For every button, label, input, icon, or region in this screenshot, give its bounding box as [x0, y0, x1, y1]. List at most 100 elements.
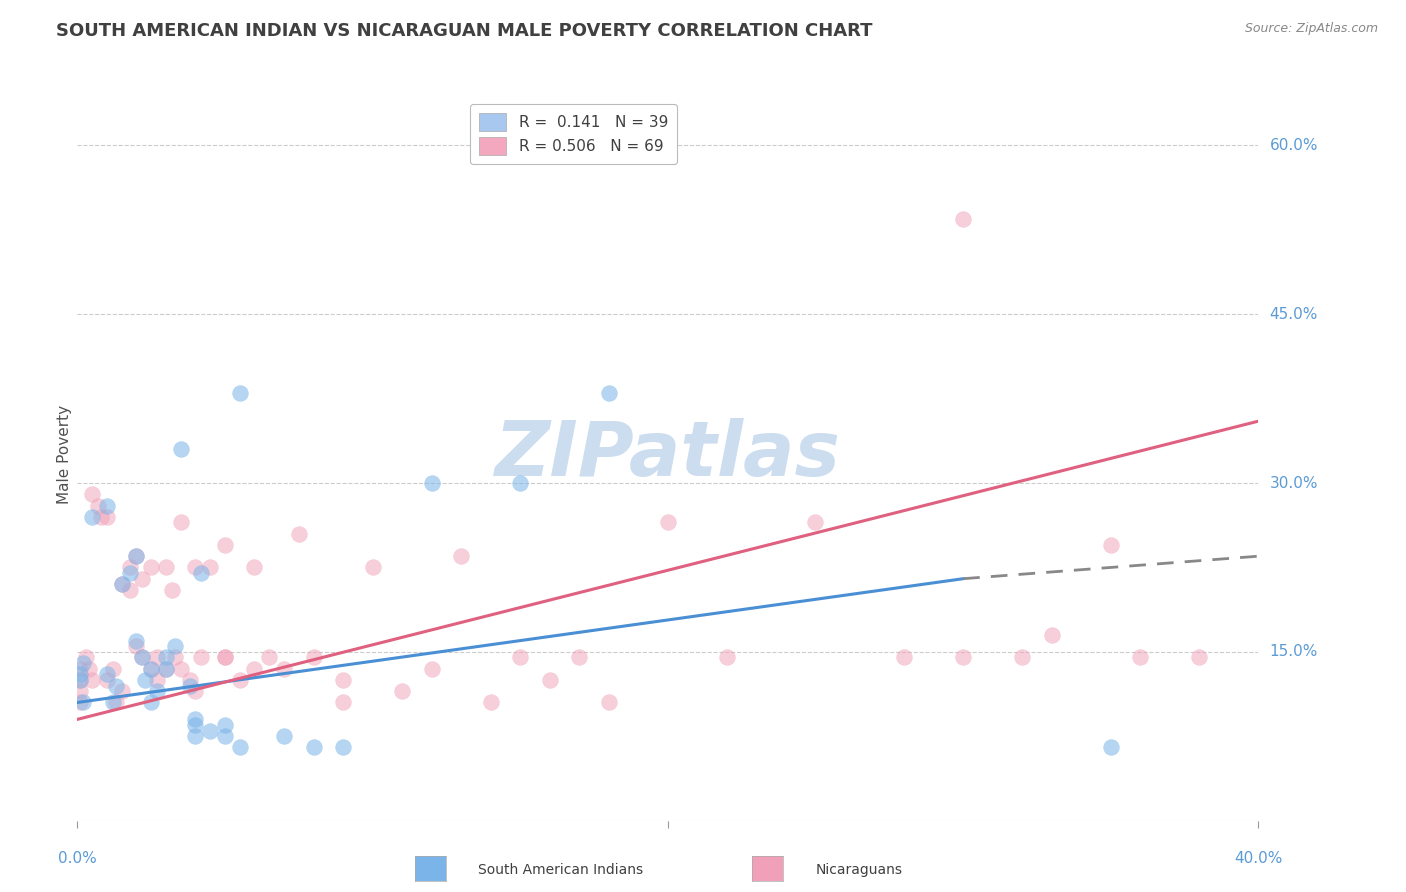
Point	[69, 696, 91, 710]
Point	[131, 572, 153, 586]
Point	[69, 673, 91, 687]
Point	[273, 729, 295, 743]
Point	[214, 650, 236, 665]
Point	[75, 650, 97, 665]
Point	[184, 712, 207, 726]
Text: 60.0%: 60.0%	[1270, 138, 1317, 153]
Point	[69, 673, 91, 687]
Point	[120, 582, 142, 597]
Point	[155, 662, 177, 676]
Point	[1099, 740, 1122, 755]
Point	[141, 662, 163, 676]
Point	[134, 673, 156, 687]
Point	[131, 650, 153, 665]
Point	[184, 729, 207, 743]
Point	[657, 516, 679, 530]
Point	[228, 386, 252, 401]
Point	[190, 650, 212, 665]
Point	[1040, 628, 1063, 642]
Text: Nicaraguans: Nicaraguans	[815, 863, 903, 877]
Point	[160, 582, 183, 597]
Point	[170, 662, 193, 676]
Point	[87, 499, 110, 513]
Point	[141, 662, 163, 676]
Point	[82, 509, 104, 524]
Point	[82, 673, 104, 687]
Text: 0.0%: 0.0%	[58, 851, 97, 866]
Point	[259, 650, 281, 665]
Point	[69, 684, 91, 698]
Point	[163, 650, 186, 665]
Point	[952, 211, 974, 226]
Point	[273, 662, 295, 676]
Point	[420, 662, 443, 676]
Point	[184, 684, 207, 698]
Point	[200, 560, 222, 574]
Point	[568, 650, 591, 665]
Point	[111, 577, 132, 591]
Point	[243, 560, 266, 574]
Point	[200, 723, 222, 738]
Point	[288, 526, 311, 541]
Point	[104, 696, 127, 710]
Point	[69, 667, 91, 681]
Text: South American Indians: South American Indians	[478, 863, 643, 877]
Point	[96, 509, 118, 524]
Point	[179, 679, 201, 693]
Legend: R =  0.141   N = 39, R = 0.506   N = 69: R = 0.141 N = 39, R = 0.506 N = 69	[470, 104, 678, 164]
Point	[120, 560, 142, 574]
Point	[184, 718, 207, 732]
Point	[509, 476, 531, 491]
Point	[155, 560, 177, 574]
Point	[332, 740, 354, 755]
Point	[179, 673, 201, 687]
Point	[228, 740, 252, 755]
Point	[77, 662, 100, 676]
Point	[1129, 650, 1152, 665]
Point	[125, 633, 148, 648]
Point	[538, 673, 561, 687]
Point	[104, 679, 127, 693]
Point	[90, 509, 112, 524]
Point	[101, 662, 124, 676]
Point	[716, 650, 738, 665]
Point	[120, 566, 142, 580]
Point	[361, 560, 384, 574]
Point	[125, 549, 148, 564]
Point	[450, 549, 472, 564]
Point	[509, 650, 531, 665]
Point	[228, 673, 252, 687]
Point	[332, 696, 354, 710]
Text: 30.0%: 30.0%	[1270, 475, 1317, 491]
Text: ZIPatlas: ZIPatlas	[495, 418, 841, 491]
Point	[214, 718, 236, 732]
Text: 40.0%: 40.0%	[1234, 851, 1282, 866]
Point	[146, 684, 169, 698]
Point	[391, 684, 413, 698]
Point	[69, 662, 91, 676]
Point	[302, 650, 325, 665]
Point	[479, 696, 502, 710]
Point	[170, 442, 193, 457]
Point	[82, 487, 104, 501]
Point	[125, 639, 148, 653]
Point	[155, 650, 177, 665]
Point	[214, 729, 236, 743]
Point	[952, 650, 974, 665]
Point	[146, 650, 169, 665]
Point	[111, 684, 132, 698]
Point	[243, 662, 266, 676]
Point	[72, 656, 94, 670]
Point	[146, 673, 169, 687]
Point	[214, 538, 236, 552]
Text: SOUTH AMERICAN INDIAN VS NICARAGUAN MALE POVERTY CORRELATION CHART: SOUTH AMERICAN INDIAN VS NICARAGUAN MALE…	[56, 22, 873, 40]
Point	[96, 673, 118, 687]
Point	[96, 499, 118, 513]
Point	[804, 516, 827, 530]
Point	[332, 673, 354, 687]
Point	[420, 476, 443, 491]
Point	[893, 650, 915, 665]
Point	[170, 516, 193, 530]
Point	[131, 650, 153, 665]
Point	[125, 549, 148, 564]
